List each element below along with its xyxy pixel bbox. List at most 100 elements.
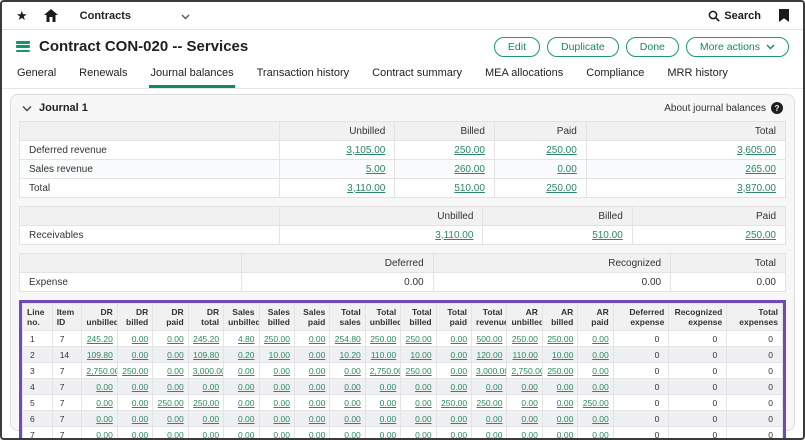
amount-link[interactable]: 0.00 (202, 381, 220, 392)
amount-link[interactable]: 250.00 (370, 333, 397, 344)
amount-link[interactable]: 250.00 (546, 182, 577, 194)
amount-link[interactable]: 0.00 (450, 429, 468, 438)
tab-general[interactable]: General (17, 67, 57, 79)
amount-link[interactable]: 0.00 (237, 413, 255, 424)
amount-link[interactable]: 0.00 (308, 397, 326, 408)
tab-mea-allocations[interactable]: MEA allocations (485, 67, 564, 79)
amount-link[interactable]: 250.00 (157, 397, 184, 408)
amount-link[interactable]: 0.00 (450, 413, 468, 424)
amount-link[interactable]: 3,000.00 (476, 365, 507, 376)
home-icon[interactable] (43, 9, 58, 22)
amount-link[interactable]: 0.00 (308, 413, 326, 424)
amount-link[interactable]: 0.00 (237, 429, 255, 438)
done-button[interactable]: Done (625, 36, 679, 57)
amount-link[interactable]: 110.00 (370, 349, 397, 360)
amount-link[interactable]: 254.80 (334, 333, 361, 344)
amount-link[interactable]: 0.00 (344, 413, 361, 424)
tab-compliance[interactable]: Compliance (586, 67, 645, 79)
amount-link[interactable]: 0.00 (131, 333, 149, 344)
amount-link[interactable]: 0.00 (273, 413, 290, 424)
amount-link[interactable]: 0.00 (521, 397, 538, 408)
edit-button[interactable]: Edit (493, 36, 540, 57)
amount-link[interactable]: 250.00 (405, 333, 432, 344)
amount-link[interactable]: 0.00 (485, 429, 503, 438)
amount-link[interactable]: 0.00 (131, 397, 149, 408)
amount-link[interactable]: 0.00 (379, 381, 397, 392)
about-journal-balances-link[interactable]: About journal balances ? (664, 102, 783, 114)
amount-link[interactable]: 250.00 (547, 333, 574, 344)
amount-link[interactable]: 0.00 (308, 365, 326, 376)
amount-link[interactable]: 0.00 (202, 429, 220, 438)
amount-link[interactable]: 0.00 (556, 429, 574, 438)
amount-link[interactable]: 0.00 (273, 429, 290, 438)
more-actions-button[interactable]: More actions (685, 36, 789, 57)
contracts-dropdown[interactable]: Contracts (80, 7, 190, 25)
amount-link[interactable]: 0.00 (131, 381, 149, 392)
collapse-chevron-icon[interactable] (22, 105, 32, 112)
amount-link[interactable]: 0.00 (96, 397, 113, 408)
amount-link[interactable]: 2,750.00 (511, 365, 543, 376)
amount-link[interactable]: 10.00 (552, 349, 574, 360)
amount-link[interactable]: 0.00 (167, 365, 184, 376)
amount-link[interactable]: 510.00 (454, 182, 485, 194)
amount-link[interactable]: 10.20 (339, 349, 361, 360)
amount-link[interactable]: 250.00 (546, 144, 577, 156)
amount-link[interactable]: 0.00 (592, 333, 609, 344)
amount-link[interactable]: 2,750.00 (369, 365, 401, 376)
duplicate-button[interactable]: Duplicate (547, 36, 619, 57)
amount-link[interactable]: 2,750.00 (86, 365, 118, 376)
amount-link[interactable]: 0.00 (556, 413, 574, 424)
amount-link[interactable]: 0.00 (344, 381, 361, 392)
amount-link[interactable]: 5.00 (365, 163, 386, 175)
amount-link[interactable]: 0.00 (379, 429, 397, 438)
amount-link[interactable]: 0.00 (202, 413, 220, 424)
amount-link[interactable]: 3,000.00 (192, 365, 224, 376)
amount-link[interactable]: 0.00 (308, 349, 326, 360)
amount-link[interactable]: 0.00 (556, 397, 574, 408)
amount-link[interactable]: 250.00 (263, 333, 290, 344)
search-button[interactable]: Search (708, 10, 761, 22)
amount-link[interactable]: 0.00 (167, 333, 184, 344)
amount-link[interactable]: 3,110.00 (347, 182, 386, 194)
amount-link[interactable]: 0.00 (96, 381, 113, 392)
amount-link[interactable]: 0.00 (379, 397, 397, 408)
amount-link[interactable]: 245.20 (193, 333, 220, 344)
amount-link[interactable]: 250.00 (745, 229, 776, 241)
amount-link[interactable]: 0.00 (131, 413, 149, 424)
amount-link[interactable]: 0.00 (415, 429, 432, 438)
amount-link[interactable]: 250.00 (547, 365, 574, 376)
amount-link[interactable]: 250.00 (476, 397, 503, 408)
amount-link[interactable]: 0.00 (592, 381, 609, 392)
amount-link[interactable]: 250.00 (511, 333, 538, 344)
amount-link[interactable]: 250.00 (582, 397, 609, 408)
amount-link[interactable]: 0.00 (96, 413, 113, 424)
amount-link[interactable]: 0.00 (521, 381, 538, 392)
amount-link[interactable]: 0.00 (167, 413, 184, 424)
amount-link[interactable]: 109.80 (193, 349, 220, 360)
amount-link[interactable]: 0.00 (485, 413, 503, 424)
amount-link[interactable]: 250.00 (454, 144, 485, 156)
amount-link[interactable]: 110.00 (512, 349, 538, 360)
amount-link[interactable]: 0.00 (237, 397, 255, 408)
amount-link[interactable]: 3,605.00 (737, 144, 776, 156)
amount-link[interactable]: 10.00 (410, 349, 432, 360)
tab-renewals[interactable]: Renewals (79, 67, 128, 79)
amount-link[interactable]: 0.00 (237, 365, 255, 376)
amount-link[interactable]: 0.00 (273, 397, 290, 408)
amount-link[interactable]: 0.00 (344, 397, 361, 408)
amount-link[interactable]: 250.00 (441, 397, 468, 408)
help-icon[interactable]: ? (771, 102, 783, 114)
amount-link[interactable]: 0.00 (308, 381, 326, 392)
amount-link[interactable]: 0.00 (450, 381, 468, 392)
amount-link[interactable]: 0.00 (450, 333, 468, 344)
amount-link[interactable]: 250.00 (193, 397, 220, 408)
amount-link[interactable]: 3,870.00 (737, 182, 776, 194)
bookmark-icon[interactable] (779, 9, 789, 22)
amount-link[interactable]: 0.00 (308, 429, 326, 438)
amount-link[interactable]: 0.00 (379, 413, 397, 424)
amount-link[interactable]: 0.00 (592, 413, 609, 424)
amount-link[interactable]: 245.20 (86, 333, 113, 344)
amount-link[interactable]: 0.00 (273, 365, 290, 376)
amount-link[interactable]: 0.00 (131, 429, 149, 438)
amount-link[interactable]: 0.00 (167, 429, 184, 438)
